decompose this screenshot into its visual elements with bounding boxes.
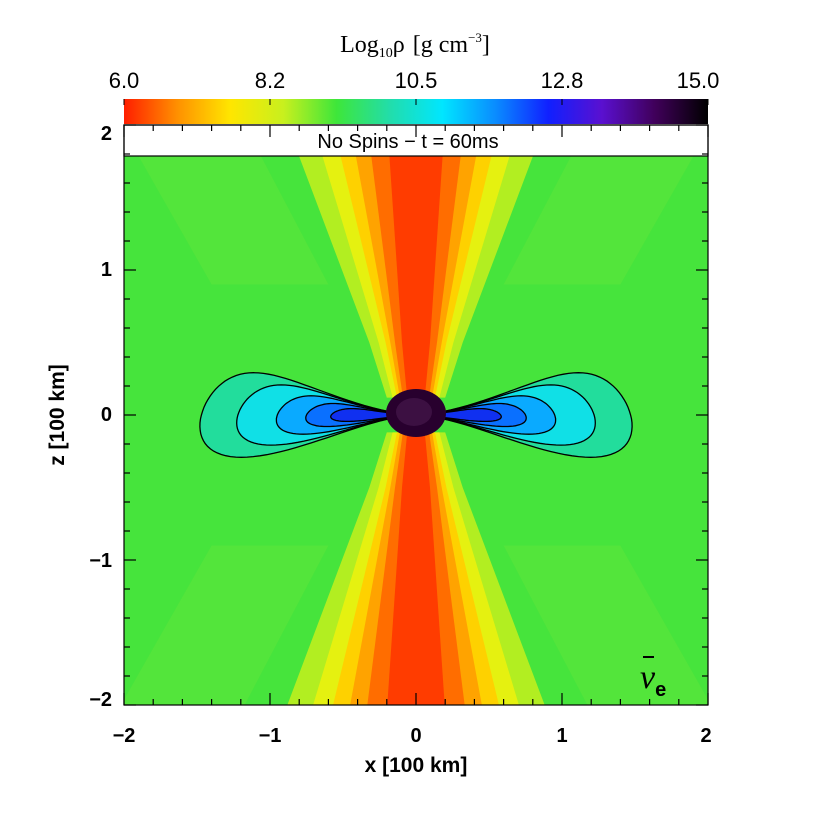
x-tick-label: 1: [556, 725, 567, 747]
colorbar-tick-labels: 6.0 8.2 10.5 12.8 15.0: [109, 68, 720, 93]
colorbar-ticks: [123, 99, 709, 105]
y-tick-label: −2: [89, 689, 112, 711]
density-field: [124, 125, 708, 705]
y-tick-label: 2: [101, 123, 112, 145]
density-cone-bottom: [387, 432, 445, 705]
density-flank: [124, 545, 329, 705]
colorbar-title-sub: 10: [379, 46, 393, 61]
plot-area: [124, 125, 708, 705]
y-tick-label: 1: [101, 259, 112, 281]
colorbar-tick-label: 6.0: [109, 68, 140, 93]
x-tick-labels: −2 −1 0 1 2: [113, 725, 712, 747]
colorbar-title: Log10ρ [g cm−3]: [340, 30, 490, 61]
neutrino-label: νe: [640, 656, 666, 701]
x-tick-label: −1: [259, 725, 282, 747]
colorbar-title-unit-sup: −3: [468, 30, 482, 45]
y-axis-label: z [100 km]: [46, 364, 69, 466]
y-tick-labels: −2 −1 0 1 2: [89, 123, 112, 711]
x-tick-label: −2: [113, 725, 136, 747]
neutrino-subscript: e: [655, 679, 666, 701]
y-tick-label: −1: [89, 550, 112, 572]
annotation-text: No Spins − t = 60ms: [317, 131, 498, 153]
colorbar-title-prefix: Log: [340, 32, 379, 58]
density-flank: [503, 545, 708, 705]
svg-text:νe: νe: [640, 659, 666, 701]
colorbar-title-unit-close: ]: [482, 32, 490, 58]
colorbar-tick-label: 10.5: [395, 68, 438, 93]
colorbar-title-symbol: ρ: [393, 32, 405, 58]
density-cone-top: [387, 125, 445, 398]
x-tick-label: 2: [700, 725, 711, 747]
colorbar-title-unit-open: [g cm: [413, 32, 469, 58]
density-flank: [503, 125, 708, 285]
x-axis-label: x [100 km]: [365, 754, 468, 777]
neutrino-symbol: ν: [640, 659, 656, 696]
x-tick-label: 0: [410, 725, 421, 747]
density-flank: [124, 125, 329, 285]
colorbar-tick-label: 8.2: [255, 68, 286, 93]
axis-ticks: [123, 124, 709, 706]
y-tick-label: 0: [101, 404, 112, 426]
colorbar-tick-label: 15.0: [677, 68, 720, 93]
central-core-inner: [396, 398, 432, 426]
colorbar-tick-label: 12.8: [541, 68, 584, 93]
